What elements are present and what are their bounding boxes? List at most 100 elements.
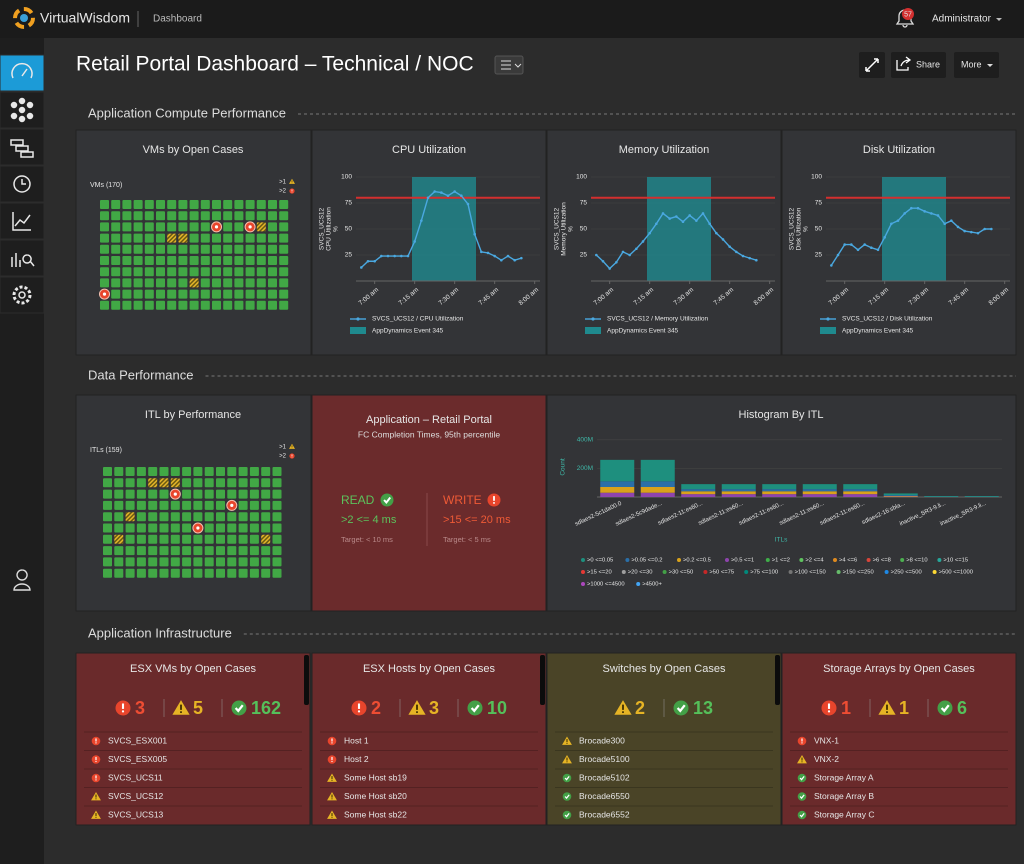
status-count: 162 (251, 698, 281, 718)
gear (12, 285, 32, 305)
series-point (601, 259, 605, 263)
item-name[interactable]: VNX-1 (814, 735, 839, 745)
ok-cell (111, 222, 121, 232)
series-point (406, 254, 410, 258)
ok-cell (122, 278, 132, 288)
ok-cell (136, 489, 146, 499)
series-point (500, 258, 503, 262)
legend-label: >0.2 <=0.5 (683, 558, 711, 564)
nav-item[interactable] (0, 239, 45, 277)
share-button-bg[interactable] (891, 52, 946, 78)
ok-cell (133, 300, 143, 310)
legend-swatch (937, 558, 942, 562)
item-name[interactable]: Storage Array C (814, 809, 874, 819)
item-name[interactable]: SVCS_UCS12 (108, 791, 164, 801)
nav-item[interactable] (0, 276, 45, 314)
legend-label: >30 <=50 (669, 570, 694, 576)
ok-cell (234, 222, 244, 232)
ok-cell (114, 467, 124, 476)
bar-segment (802, 491, 837, 495)
panel-title: ITL by Performance (145, 409, 241, 421)
series-point (950, 219, 953, 222)
item-name[interactable]: Some Host sb20 (344, 791, 407, 801)
ok-cell (125, 568, 135, 578)
nav-item[interactable] (0, 54, 45, 92)
item-name[interactable]: Storage Array A (814, 772, 874, 782)
series-point (675, 215, 678, 218)
profile-icon[interactable] (13, 569, 31, 591)
ok-cell (170, 568, 180, 578)
ok-cell (216, 568, 225, 578)
series-point (426, 196, 430, 200)
legend-swatch (820, 327, 836, 334)
ok-cell (156, 200, 165, 209)
y-tick-label: 50 (815, 226, 823, 233)
item-name[interactable]: Brocade5102 (579, 772, 630, 782)
series-point (520, 256, 523, 260)
item-name[interactable]: VNX-2 (814, 754, 839, 764)
item-name[interactable]: Storage Array B (814, 791, 874, 801)
breadcrumb[interactable]: Dashboard (153, 14, 202, 25)
error-icon (487, 493, 501, 507)
legend-swatch (581, 570, 585, 574)
item-name[interactable]: Host 2 (344, 754, 369, 764)
section-title: Application Infrastructure (88, 625, 232, 640)
series-point (976, 231, 980, 235)
bar-segment (600, 459, 635, 482)
ok-icon (673, 700, 689, 716)
scrollbar (304, 655, 309, 705)
ok-cell (178, 267, 188, 277)
ok-cell (100, 211, 109, 221)
brand[interactable]: VirtualWisdom (40, 10, 130, 26)
icon-glyph (566, 742, 568, 744)
ok-cell (272, 500, 282, 510)
item-name[interactable]: Brocade5100 (579, 754, 630, 764)
icon-glyph (291, 454, 293, 457)
legend-label: >150 <=250 (843, 570, 874, 576)
item-name[interactable]: Some Host sb19 (344, 772, 407, 782)
ok-cell (148, 489, 158, 499)
ok-cell (159, 534, 169, 544)
ok-cell (279, 222, 289, 232)
more-button-bg[interactable] (954, 52, 999, 78)
item-name[interactable]: Brocade300 (579, 735, 625, 745)
item-name[interactable]: Brocade6550 (579, 791, 630, 801)
icon-glyph (331, 756, 333, 761)
ok-cell (223, 300, 233, 310)
nav-item[interactable] (0, 128, 45, 166)
ok-cell (136, 478, 146, 488)
item-name[interactable]: SVCS_UCS11 (108, 772, 163, 782)
more-button[interactable]: More (961, 59, 982, 69)
series-point (446, 194, 450, 198)
user-menu[interactable]: Administrator (932, 14, 992, 25)
y-tick-label: 25 (815, 252, 823, 259)
ok-cell (238, 489, 248, 499)
bar-segment (843, 494, 878, 497)
series-point (420, 219, 423, 222)
warning-cell (261, 534, 271, 544)
item-name[interactable]: Host 1 (344, 735, 369, 745)
item-name[interactable]: SVCS_ESX005 (108, 754, 167, 764)
ok-cell (122, 267, 132, 277)
item-name[interactable]: SVCS_ESX001 (108, 735, 167, 745)
item-name[interactable]: Some Host sb22 (344, 809, 407, 819)
ok-cell (216, 534, 225, 544)
legend-swatch (636, 582, 641, 586)
ok-cell (182, 467, 192, 476)
legend-swatch (932, 570, 937, 574)
bar-segment (640, 487, 675, 493)
series-point (486, 251, 490, 255)
series-point (923, 210, 926, 213)
icon-glyph (95, 742, 97, 744)
item-name[interactable]: SVCS_UCS13 (108, 809, 164, 819)
error-icon (115, 700, 131, 716)
share-button[interactable]: Share (916, 59, 940, 69)
y-tick-label: 75 (815, 200, 823, 207)
warning-cell (159, 478, 169, 488)
ok-cell (227, 568, 237, 578)
panel-title: Histogram By ITL (739, 409, 824, 421)
item-name[interactable]: Brocade6552 (579, 809, 630, 819)
icon-glyph (331, 779, 333, 781)
legend-label: >20 <=30 (628, 570, 653, 576)
ok-cell (204, 467, 214, 476)
